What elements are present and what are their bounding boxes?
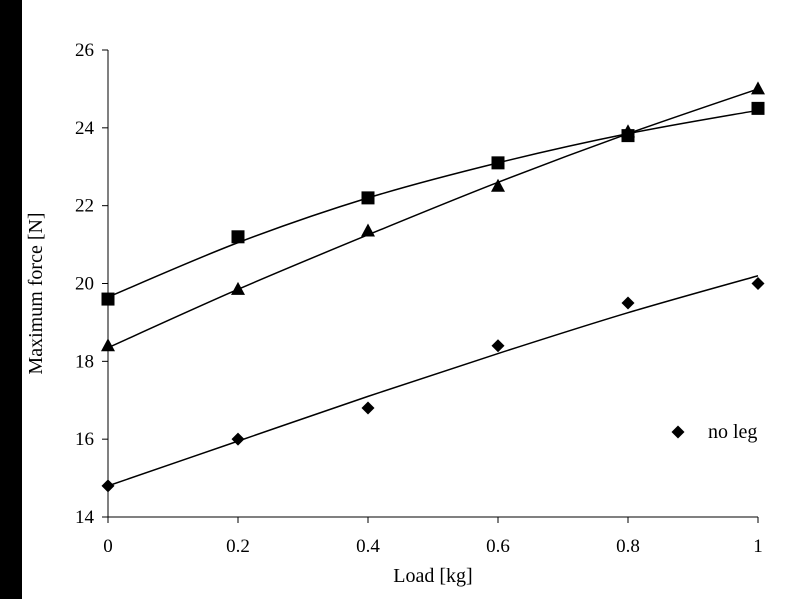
series-square-point xyxy=(361,191,375,205)
y-tick-label: 26 xyxy=(75,40,94,61)
x-tick-label: 0.4 xyxy=(356,536,380,557)
x-axis-title: Load [kg] xyxy=(393,565,472,587)
x-tick-label: 0.6 xyxy=(486,536,510,557)
scatter-chart: 14 16 18 20 22 24 26 0 0.2 0.4 0.6 0.8 1 Load [kg] Max… xyxy=(25,40,765,587)
series-square-point xyxy=(751,101,765,115)
y-tick-label: 24 xyxy=(75,118,95,139)
series-triangle-fit-line xyxy=(107,88,759,349)
series-triangle-point xyxy=(361,223,375,237)
series-diamond-point xyxy=(621,296,635,310)
series-triangle-point xyxy=(491,178,505,192)
series-square-point xyxy=(231,230,245,244)
legend-label: no leg xyxy=(708,421,757,443)
series-triangle-point xyxy=(751,81,765,95)
series-diamond-point xyxy=(231,432,245,446)
series-diamond-point xyxy=(751,277,765,290)
x-tick-label: 1 xyxy=(753,536,763,557)
series-square-fit-line xyxy=(107,109,759,298)
y-tick-label: 22 xyxy=(75,196,94,217)
y-tick-label: 18 xyxy=(75,351,94,372)
series-square-point xyxy=(101,292,115,306)
y-tick-label: 16 xyxy=(75,429,94,450)
series-diamond-point xyxy=(361,401,375,415)
series-square-point xyxy=(491,156,505,170)
legend-marker-diamond xyxy=(671,425,685,439)
x-tick-label: 0.8 xyxy=(616,536,640,557)
series-diamond-point xyxy=(101,479,115,493)
y-tick-label: 20 xyxy=(75,274,94,295)
series-diamond-fit-line xyxy=(107,274,759,487)
x-tick-label: 0.2 xyxy=(226,536,250,557)
chart-frame: 14 16 18 20 22 24 26 0 0.2 0.4 0.6 0.8 1 Load [kg] Max… xyxy=(22,0,811,599)
series-triangle-point xyxy=(621,124,635,138)
series-triangle-point xyxy=(101,338,115,352)
y-tick-label: 14 xyxy=(75,507,95,528)
series-diamond-point xyxy=(491,339,505,353)
y-axis-title: Maximum force [N] xyxy=(25,212,47,374)
x-tick-label: 0 xyxy=(103,536,113,557)
series-triangle-point xyxy=(231,281,245,295)
